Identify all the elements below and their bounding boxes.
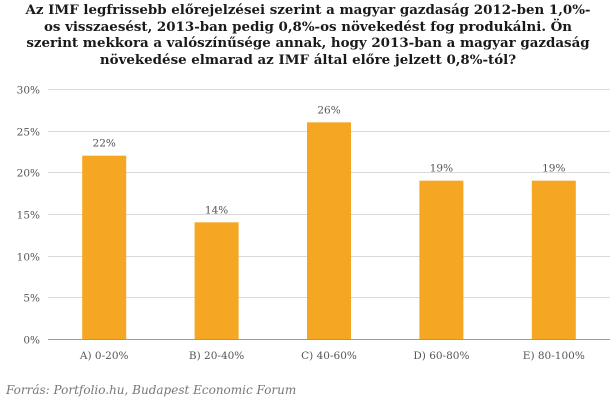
y-axis-ticks: 0% 5% 10% 15% 20% 25% 30% <box>17 85 40 347</box>
x-axis-categories: A) 0-20% B) 20-40% C) 40-60% D) 60-80% E) 80… <box>79 350 585 362</box>
source-note: Forrás: Portfolio.hu, Budapest Economic … <box>6 383 297 397</box>
x-category-label: A) 0-20% <box>79 350 129 362</box>
data-label: 26% <box>317 104 340 116</box>
bars <box>82 122 576 339</box>
y-tick-label: 5% <box>23 293 40 305</box>
chart-title: Az IMF legfrissebb előrejelzései szerint… <box>25 2 591 68</box>
data-label: 14% <box>205 204 228 216</box>
bar <box>419 180 464 339</box>
y-tick-label: 10% <box>17 252 40 264</box>
data-label: 19% <box>430 163 453 175</box>
y-tick-label: 30% <box>17 85 40 97</box>
x-category-label: C) 40-60% <box>301 350 357 362</box>
x-category-label: B) 20-40% <box>189 350 244 362</box>
x-category-label: D) 60-80% <box>413 350 469 362</box>
y-tick-label: 20% <box>17 168 40 180</box>
bar <box>194 222 239 339</box>
bar <box>307 122 351 339</box>
y-tick-label: 0% <box>23 335 40 347</box>
y-tick-label: 15% <box>17 210 40 222</box>
bar <box>531 180 576 339</box>
data-label: 19% <box>542 163 565 175</box>
x-category-label: E) 80-100% <box>523 350 585 362</box>
bar <box>82 155 127 339</box>
data-label: 22% <box>93 138 116 150</box>
y-tick-label: 25% <box>17 127 40 139</box>
data-labels: 22% 14% 26% 19% 19% <box>93 104 566 216</box>
